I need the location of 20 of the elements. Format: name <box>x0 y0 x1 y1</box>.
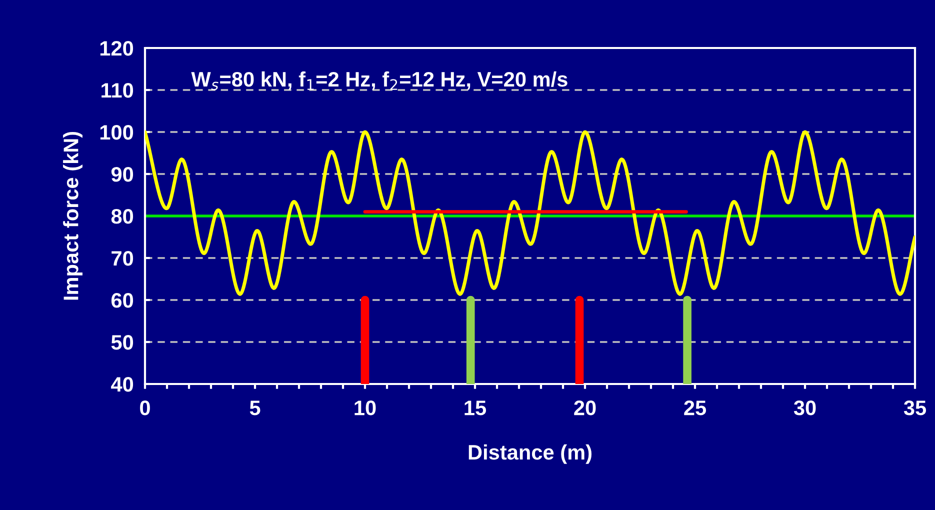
y-tick-label: 100 <box>100 125 134 140</box>
y-tick-label: 110 <box>102 83 134 98</box>
y-tick-label: 90 <box>111 167 134 182</box>
y-tick-label: 50 <box>111 335 134 350</box>
y-tick-label: 80 <box>111 209 134 224</box>
x-tick-label: 30 <box>794 400 816 416</box>
x-tick-label: 15 <box>464 400 486 416</box>
annotation: W$_{s}$=80 kN, f$_{1}$=2 Hz, f$_{2}$=12 Hz, V=20 m/s <box>191 71 568 90</box>
x-tick-label: 0 <box>140 400 150 416</box>
y-tick-label: 60 <box>111 293 134 308</box>
x-axis-title: Distance (m) <box>468 444 592 464</box>
y-tick-label: 120 <box>100 41 134 56</box>
x-tick-label: 10 <box>354 400 376 416</box>
x-tick-label: 5 <box>250 400 260 416</box>
x-tick-label: 35 <box>904 400 926 416</box>
y-tick-label: 40 <box>111 377 134 392</box>
x-tick-label: 20 <box>574 400 596 416</box>
x-tick-label: 25 <box>684 400 706 416</box>
y-axis-title: Impact force (kN) <box>63 132 82 300</box>
y-tick-label: 70 <box>112 251 134 266</box>
